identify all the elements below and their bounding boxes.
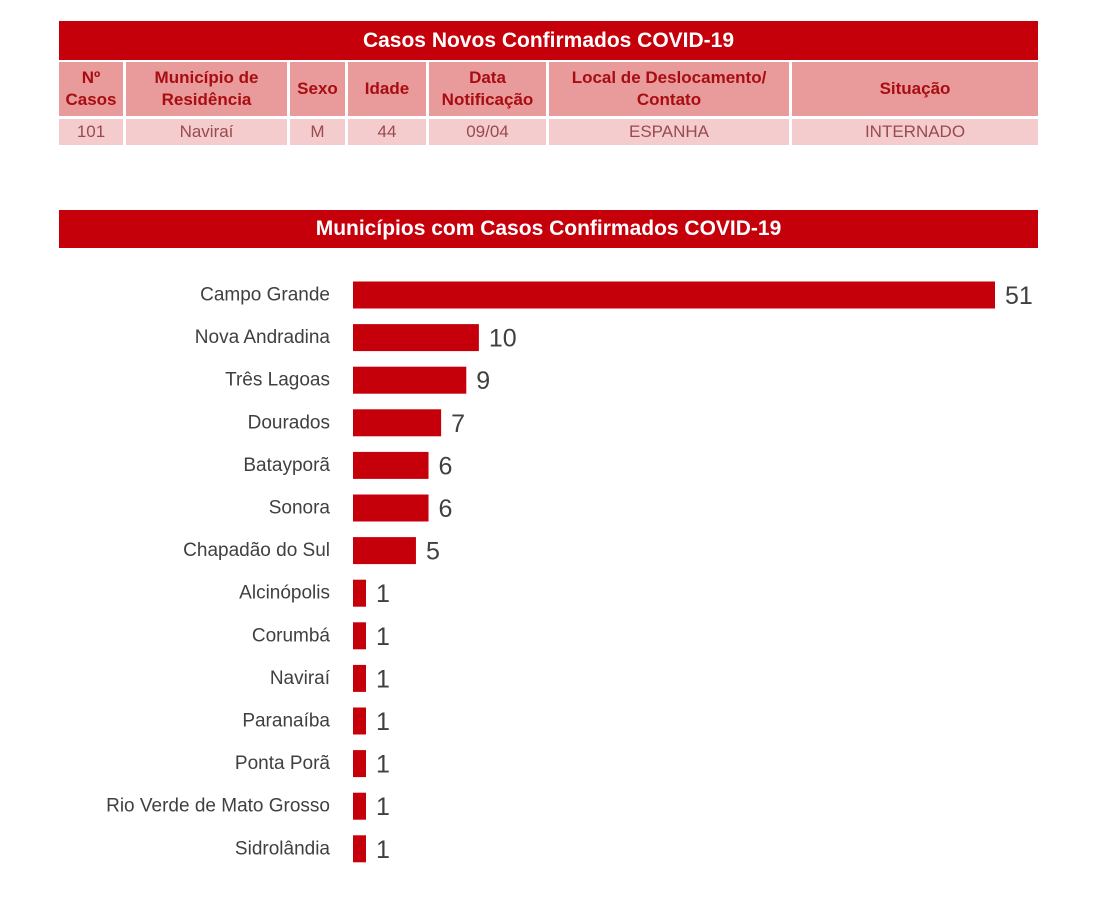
- category-label: Naviraí: [270, 668, 331, 689]
- cell-sex: M: [290, 119, 348, 145]
- bar: [353, 409, 442, 437]
- bar: [353, 281, 995, 309]
- category-label: Batayporã: [243, 455, 330, 476]
- header-travel-contact: Local de Deslocamento/ Contato: [549, 62, 792, 119]
- bar: [353, 324, 479, 352]
- header-notification-date: Data Notificação: [429, 62, 549, 119]
- cell-case-number: 101: [59, 119, 126, 145]
- bar: [353, 664, 366, 692]
- bar: [353, 451, 429, 479]
- category-label: Corumbá: [252, 625, 331, 646]
- value-label: 10: [489, 325, 517, 353]
- bar: [353, 366, 467, 394]
- header-municipality: Município de Residência: [126, 62, 290, 119]
- category-label: Rio Verde de Mato Grosso: [106, 796, 330, 817]
- bar: [353, 750, 366, 778]
- bar: [353, 707, 366, 735]
- bar: [353, 537, 416, 565]
- new-cases-table: Nº Casos Município de Residência Sexo Id…: [59, 62, 1038, 145]
- value-label: 7: [451, 410, 465, 438]
- value-label: 1: [376, 665, 390, 693]
- table-header-row: Nº Casos Município de Residência Sexo Id…: [59, 62, 1038, 119]
- value-label: 5: [426, 538, 440, 566]
- header-age: Idade: [348, 62, 429, 119]
- value-label: 1: [376, 580, 390, 608]
- bar: [353, 792, 366, 820]
- header-case-number: Nº Casos: [59, 62, 126, 119]
- bar: [353, 579, 366, 607]
- cell-age: 44: [348, 119, 429, 145]
- value-label: 9: [476, 367, 490, 395]
- category-label: Três Lagoas: [225, 370, 330, 391]
- value-label: 1: [376, 623, 390, 651]
- category-label: Ponta Porã: [235, 753, 330, 774]
- value-label: 1: [376, 836, 390, 864]
- cell-travel-contact: ESPANHA: [549, 119, 792, 145]
- bar: [353, 835, 366, 863]
- bar: [353, 494, 429, 522]
- category-label: Sidrolândia: [235, 838, 330, 859]
- chart-title: Municípios com Casos Confirmados COVID-1…: [59, 210, 1038, 248]
- category-label: Campo Grande: [200, 285, 330, 306]
- category-label: Alcinópolis: [239, 583, 330, 604]
- value-label: 1: [376, 751, 390, 779]
- cell-municipality: Naviraí: [126, 119, 290, 145]
- value-label: 1: [376, 793, 390, 821]
- category-label: Nova Andradina: [195, 327, 331, 348]
- bar: [353, 622, 366, 650]
- value-label: 1: [376, 708, 390, 736]
- cell-notification-date: 09/04: [429, 119, 549, 145]
- table-row: 101 Naviraí M 44 09/04 ESPANHA INTERNADO: [59, 119, 1038, 145]
- header-sex: Sexo: [290, 62, 348, 119]
- category-label: Chapadão do Sul: [183, 540, 330, 561]
- category-label: Paranaíba: [242, 711, 330, 732]
- category-label: Sonora: [269, 498, 331, 519]
- value-label: 51: [1005, 282, 1033, 310]
- value-label: 6: [439, 452, 453, 480]
- cell-status: INTERNADO: [792, 119, 1038, 145]
- header-status: Situação: [792, 62, 1038, 119]
- category-label: Dourados: [248, 412, 330, 433]
- value-label: 6: [439, 495, 453, 523]
- table-title: Casos Novos Confirmados COVID-19: [59, 21, 1038, 60]
